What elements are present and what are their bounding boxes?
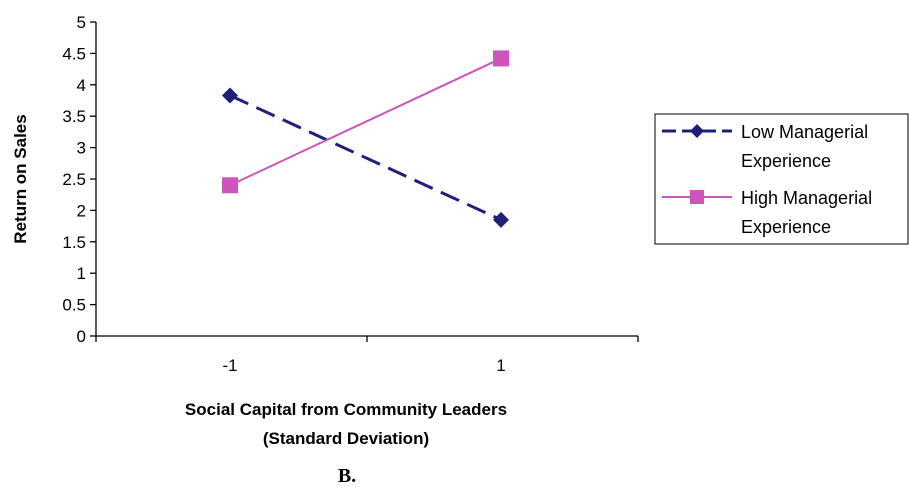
legend-label-high-line-1: High Managerial	[741, 188, 872, 208]
y-tick-label: 2	[77, 201, 86, 220]
data-point-diamond	[222, 87, 238, 104]
x-axis-title-line-2: (Standard Deviation)	[263, 429, 429, 448]
x-ticks: -1 1	[95, 336, 639, 375]
x-tick-label: 1	[496, 356, 505, 375]
y-tick-label: 4.5	[62, 44, 86, 63]
legend-label-low-line-2: Experience	[741, 151, 831, 171]
legend-marker-low	[690, 124, 704, 138]
x-axis-title-line-1: Social Capital from Community Leaders	[185, 400, 507, 419]
x-tick-label: -1	[222, 356, 237, 375]
y-tick-label: 2.5	[62, 170, 86, 189]
panel-label: B.	[338, 465, 356, 487]
y-tick-label: 4	[77, 76, 86, 95]
series-layer	[222, 50, 509, 228]
series-line-low	[229, 94, 502, 222]
series-line-high	[229, 57, 502, 187]
legend-marker-high	[690, 190, 704, 204]
legend: Low Managerial Experience High Manageria…	[654, 113, 909, 245]
y-tick-label: 1	[77, 264, 86, 283]
y-tick-label: 3	[77, 139, 86, 158]
y-tick-label: 3.5	[62, 107, 86, 126]
y-tick-label: 0	[77, 327, 86, 346]
y-ticks: 0 0.5 1 1.5 2 2.5 3 3.5 4 4.5 5	[62, 13, 96, 346]
y-tick-label: 5	[77, 13, 86, 32]
axes	[95, 22, 638, 337]
data-point-square	[222, 177, 238, 194]
data-point-diamond	[493, 211, 509, 228]
data-point-square	[493, 50, 509, 67]
legend-label-high-line-2: Experience	[741, 217, 831, 237]
legend-label-low-line-1: Low Managerial	[741, 122, 868, 142]
y-tick-label: 1.5	[62, 233, 86, 252]
y-axis-title: Return on Sales	[11, 114, 30, 243]
y-tick-label: 0.5	[62, 296, 86, 315]
